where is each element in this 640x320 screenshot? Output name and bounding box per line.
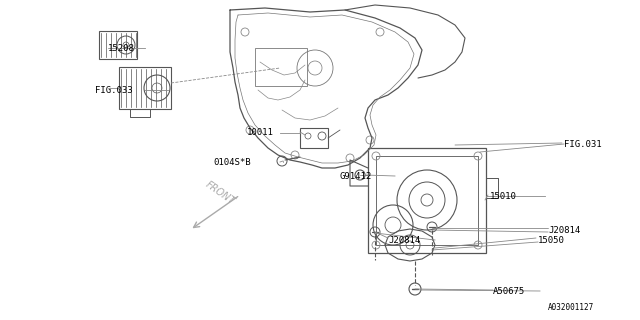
Text: FIG.031: FIG.031 [564, 140, 602, 148]
Text: A032001127: A032001127 [548, 303, 595, 313]
Bar [368, 148, 486, 253]
Bar [376, 156, 478, 245]
Text: A50675: A50675 [493, 286, 525, 295]
Text: 15010: 15010 [490, 191, 517, 201]
Text: J20814: J20814 [388, 236, 420, 244]
Bar [300, 128, 328, 148]
Text: J20814: J20814 [548, 226, 580, 235]
Bar [99, 31, 137, 59]
Bar [255, 48, 307, 86]
Text: FRONT: FRONT [204, 180, 237, 207]
Text: 10011: 10011 [247, 127, 274, 137]
Text: 15208: 15208 [108, 44, 135, 52]
Bar [119, 67, 171, 109]
Text: 0104S*B: 0104S*B [213, 157, 251, 166]
Text: FIG.033: FIG.033 [95, 85, 132, 94]
Text: G91412: G91412 [340, 172, 372, 180]
Text: 15050: 15050 [538, 236, 565, 244]
